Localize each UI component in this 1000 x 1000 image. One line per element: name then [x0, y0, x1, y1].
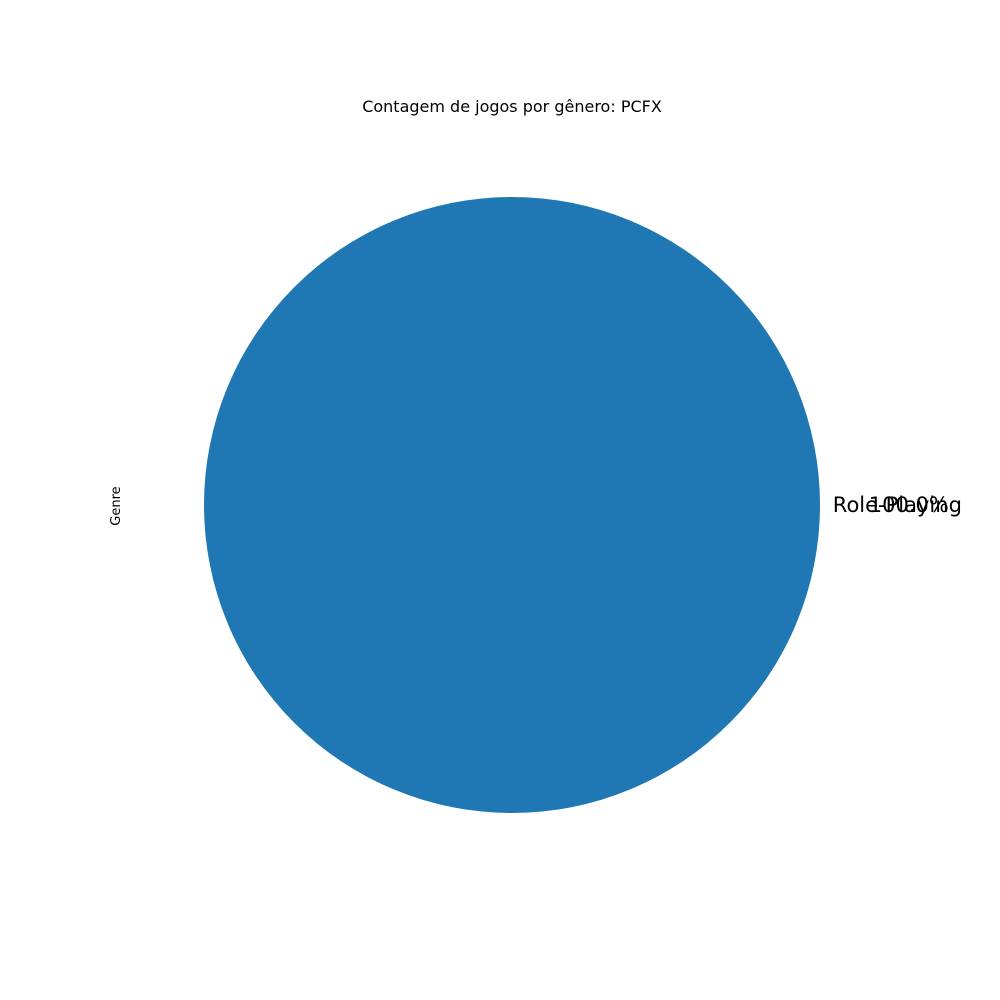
y-axis-label: Genre: [109, 486, 124, 525]
pie-slice: [204, 197, 820, 813]
slice-category-label: Role-Playing: [833, 493, 962, 517]
pie-slices: [204, 197, 820, 813]
chart-title: Contagem de jogos por gênero: PCFX: [362, 97, 662, 116]
slice-percent-label: 100.0%: [869, 493, 949, 517]
